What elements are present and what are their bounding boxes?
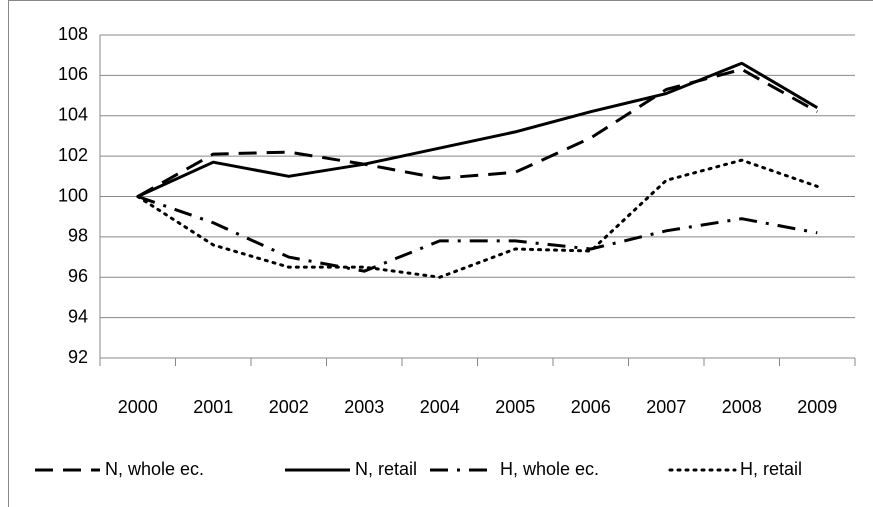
- x-tick-label: 2006: [571, 397, 611, 417]
- x-tick-label: 2007: [646, 397, 686, 417]
- x-tick-label: 2009: [797, 397, 837, 417]
- series-line: [137, 67, 818, 198]
- y-tick-label: 100: [58, 185, 88, 205]
- y-tick-label: 106: [58, 64, 88, 84]
- legend-label: H, whole ec.: [500, 459, 599, 479]
- series-line: [137, 61, 819, 198]
- y-tick-label: 108: [58, 24, 88, 44]
- x-tick-label: 2002: [269, 397, 309, 417]
- y-tick-label: 102: [58, 145, 88, 165]
- x-tick-label: 2008: [722, 397, 762, 417]
- series-line: [136, 158, 819, 279]
- legend-label: N, whole ec.: [105, 459, 204, 479]
- x-tick-label: 2004: [420, 397, 460, 417]
- legend-label: H, retail: [740, 459, 802, 479]
- series-line: [137, 195, 818, 273]
- x-tick-label: 2000: [118, 397, 158, 417]
- legend-label: N, retail: [355, 459, 417, 479]
- y-tick-label: 96: [68, 266, 88, 286]
- x-tick-label: 2003: [344, 397, 384, 417]
- y-tick-label: 104: [58, 105, 88, 125]
- chart-border: [8, 0, 873, 507]
- y-tick-label: 92: [68, 347, 88, 367]
- y-tick-label: 98: [68, 226, 88, 246]
- y-tick-label: 94: [68, 306, 88, 326]
- x-tick-label: 2005: [495, 397, 535, 417]
- x-tick-label: 2001: [193, 397, 233, 417]
